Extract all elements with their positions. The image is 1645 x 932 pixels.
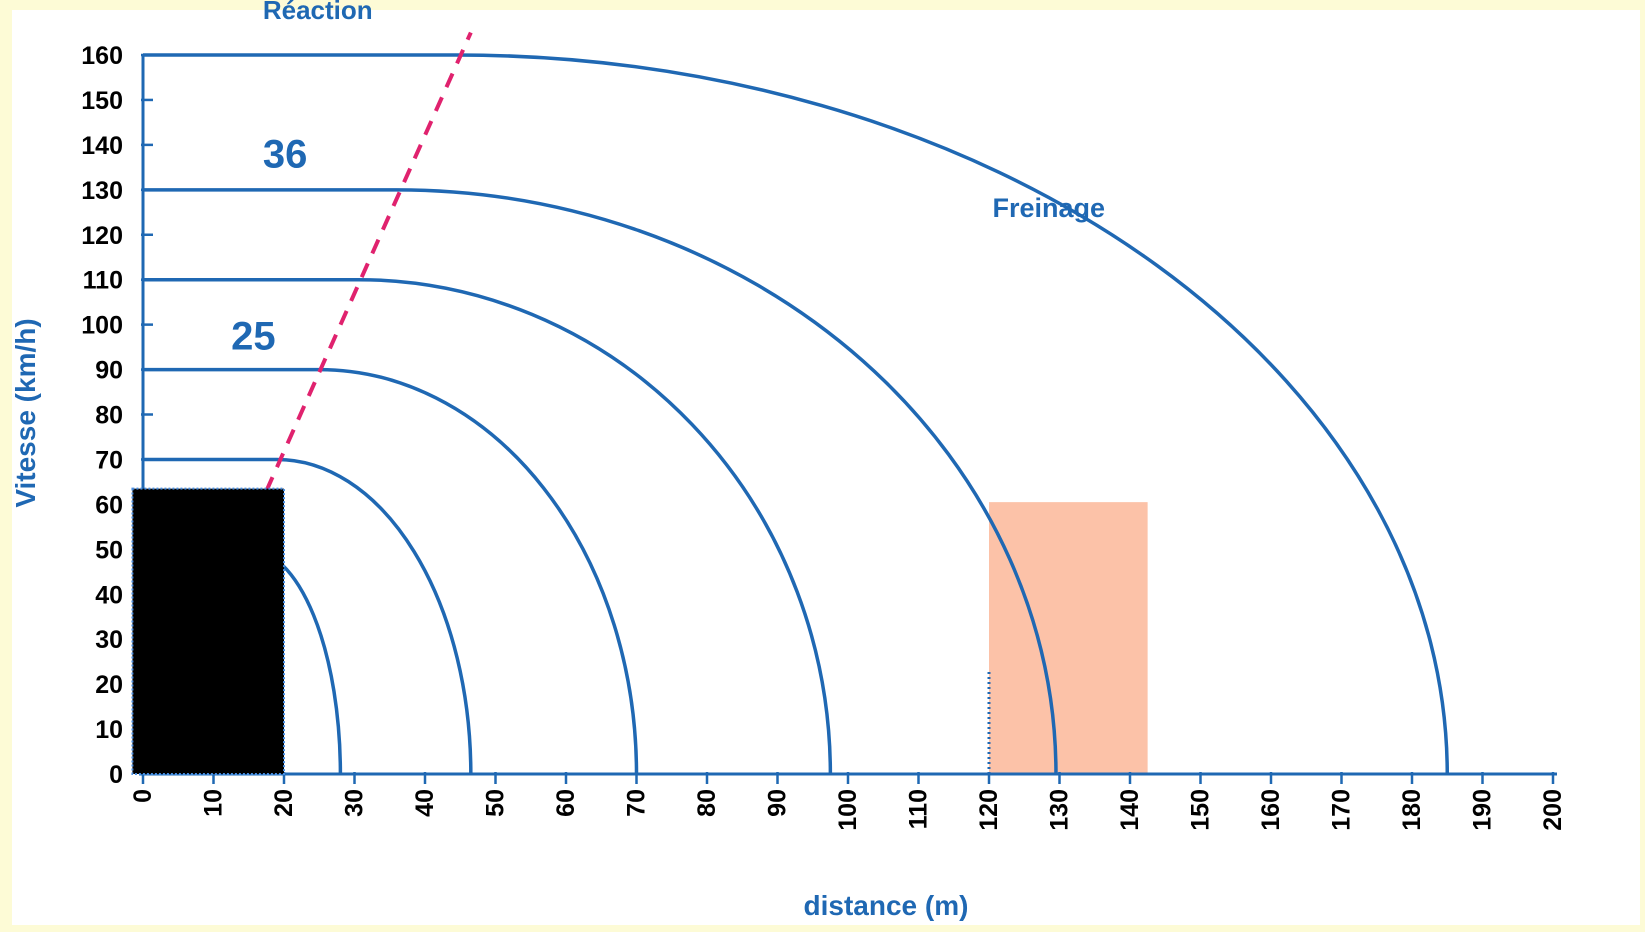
x-tick-label: 200 xyxy=(1539,789,1567,831)
x-tick-label: 70 xyxy=(623,789,651,817)
plot-area xyxy=(12,10,1640,925)
x-axis-title: distance (m) xyxy=(804,890,969,921)
x-tick-label: 190 xyxy=(1469,789,1497,831)
x-tick-label: 130 xyxy=(1046,789,1074,831)
annotation-label: Freinage xyxy=(993,193,1106,223)
x-tick-label: 180 xyxy=(1398,789,1426,831)
x-tick-label: 110 xyxy=(905,789,933,829)
x-tick-label: 50 xyxy=(482,789,510,817)
x-tick-layer: 0 10 20 30 40 50 60 70 80 90 100 110 120 130 140 150 160… xyxy=(129,772,1567,831)
x-tick-label: 10 xyxy=(200,789,228,817)
y-tick-label: 150 xyxy=(81,87,123,115)
y-tick-label: 80 xyxy=(95,402,123,430)
curve-90-kmh xyxy=(143,367,639,775)
curve-layer xyxy=(143,53,1449,775)
y-tick-label: 130 xyxy=(81,177,123,205)
x-tick-label: 100 xyxy=(834,789,862,831)
annotation-layer: Réaction 36 25 Freinage xyxy=(231,0,1105,358)
x-tick-label: 120 xyxy=(975,789,1003,831)
y-tick-label: 0 xyxy=(109,761,123,789)
y-tick-label: 20 xyxy=(95,671,123,699)
y-tick-label: 10 xyxy=(95,716,123,744)
mask-layer xyxy=(131,487,285,775)
x-tick-label: 140 xyxy=(1116,789,1144,831)
annotation-label: Réaction xyxy=(263,0,373,25)
curve-130-kmh xyxy=(143,188,1058,775)
x-tick-label: 0 xyxy=(129,789,157,803)
y-tick-label: 120 xyxy=(81,222,123,250)
y-tick-label: 50 xyxy=(95,536,123,564)
annotation-label: 36 xyxy=(263,132,308,176)
y-tick-label: 140 xyxy=(81,132,123,160)
highlight-box xyxy=(989,502,1148,774)
y-tick-label: 100 xyxy=(81,312,123,340)
y-tick-label: 90 xyxy=(95,357,123,385)
y-tick-label: 70 xyxy=(95,446,123,474)
y-tick-label: 30 xyxy=(95,626,123,654)
y-tick-label: 110 xyxy=(83,267,123,295)
x-tick-label: 150 xyxy=(1187,789,1215,831)
x-tick-label: 60 xyxy=(552,789,580,817)
curve-110-kmh xyxy=(143,277,833,775)
y-tick-label: 160 xyxy=(81,42,123,70)
curve-70-kmh xyxy=(143,457,473,775)
x-tick-label: 20 xyxy=(270,789,298,817)
x-tick-label: 160 xyxy=(1257,789,1285,831)
y-tick-label: 60 xyxy=(95,491,123,519)
x-tick-label: 30 xyxy=(341,789,369,817)
x-tick-label: 80 xyxy=(693,789,721,817)
y-tick-label: 40 xyxy=(95,581,123,609)
curve-160-kmh xyxy=(143,53,1449,775)
y-axis-title: Vitesse (km/h) xyxy=(10,318,41,507)
overlay-layer xyxy=(987,502,1148,774)
reaction-line xyxy=(264,31,473,492)
x-tick-label: 90 xyxy=(764,789,792,817)
masked-box xyxy=(131,487,285,775)
y-tick-layer: 0 10 20 30 40 50 60 70 80 90 100 110 120 130 140 150 160 xyxy=(81,42,153,789)
annotation-label: 25 xyxy=(231,314,276,358)
x-tick-label: 40 xyxy=(411,789,439,817)
x-tick-label: 170 xyxy=(1328,789,1356,831)
